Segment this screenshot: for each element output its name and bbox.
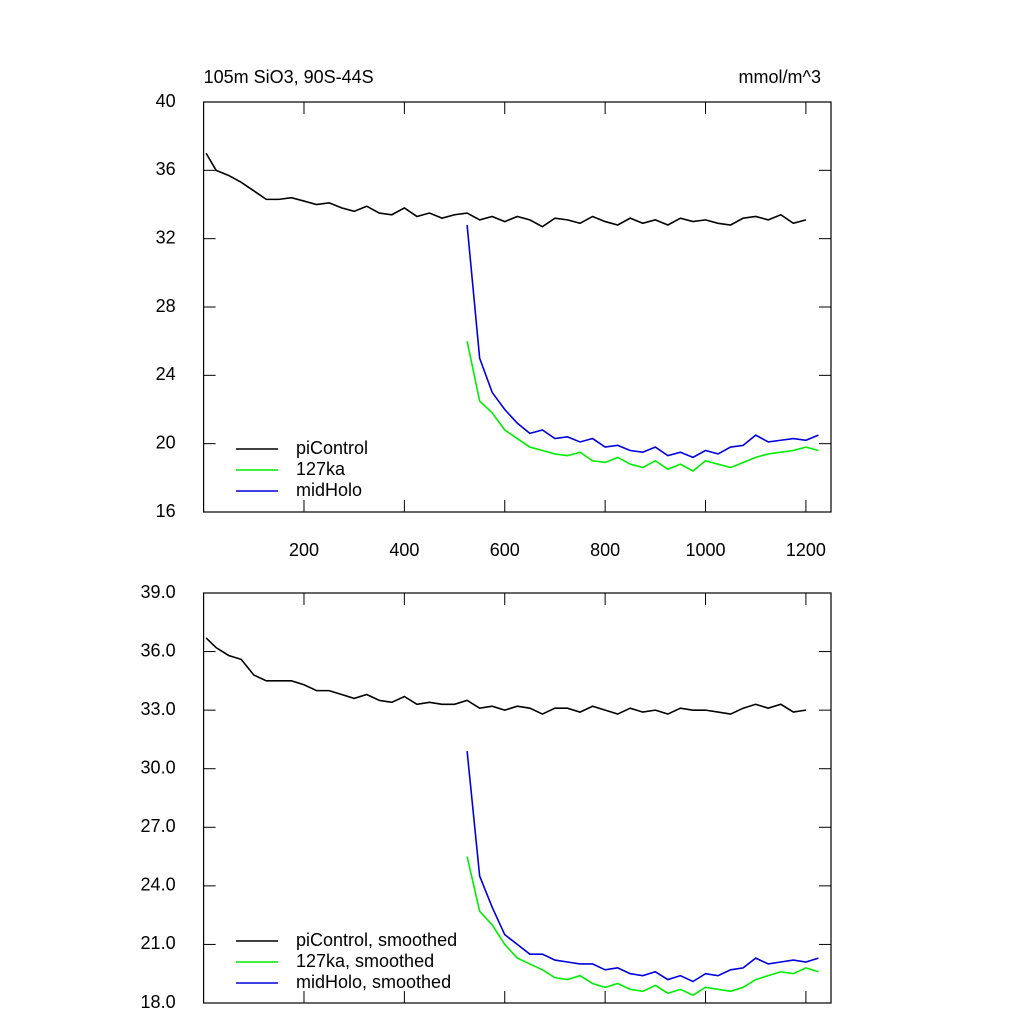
y-tick-label: 18.0 <box>141 992 176 1012</box>
y-tick-label: 32 <box>156 227 176 247</box>
plot-frame <box>203 592 832 1004</box>
y-tick-label: 33.0 <box>141 699 176 719</box>
x-tick-label: 200 <box>289 540 319 560</box>
series-line <box>205 152 807 228</box>
legend-label: 127ka <box>296 459 346 479</box>
legend-label: piControl <box>296 438 368 458</box>
series-line <box>466 856 819 997</box>
legend-label: 127ka, smoothed <box>296 951 434 971</box>
y-tick-label: 16 <box>156 501 176 521</box>
legend-label: midHolo, smoothed <box>296 972 451 992</box>
y-tick-label: 39.0 <box>141 582 176 602</box>
y-tick-label: 30.0 <box>141 757 176 777</box>
y-tick-label: 40 <box>156 91 176 111</box>
x-tick-label: 600 <box>490 540 520 560</box>
y-tick-label: 20 <box>156 432 176 452</box>
y-tick-label: 24.0 <box>141 875 176 895</box>
y-tick-label: 28 <box>156 296 176 316</box>
y-tick-label: 27.0 <box>141 816 176 836</box>
series-line <box>466 751 819 983</box>
series-line <box>205 637 807 715</box>
units-label: mmol/m^3 <box>739 67 821 87</box>
y-tick-label: 36 <box>156 159 176 179</box>
y-tick-label: 21.0 <box>141 933 176 953</box>
series-line <box>466 224 819 459</box>
legend-label: midHolo <box>296 480 362 500</box>
x-tick-label: 1000 <box>685 540 725 560</box>
x-tick-label: 1200 <box>786 540 826 560</box>
y-tick-label: 36.0 <box>141 640 176 660</box>
chart-title: 105m SiO3, 90S-44S <box>204 67 374 87</box>
y-tick-label: 24 <box>156 364 176 384</box>
x-tick-label: 800 <box>590 540 620 560</box>
legend-label: piControl, smoothed <box>296 930 457 950</box>
series-line <box>466 341 819 472</box>
x-tick-label: 400 <box>389 540 419 560</box>
